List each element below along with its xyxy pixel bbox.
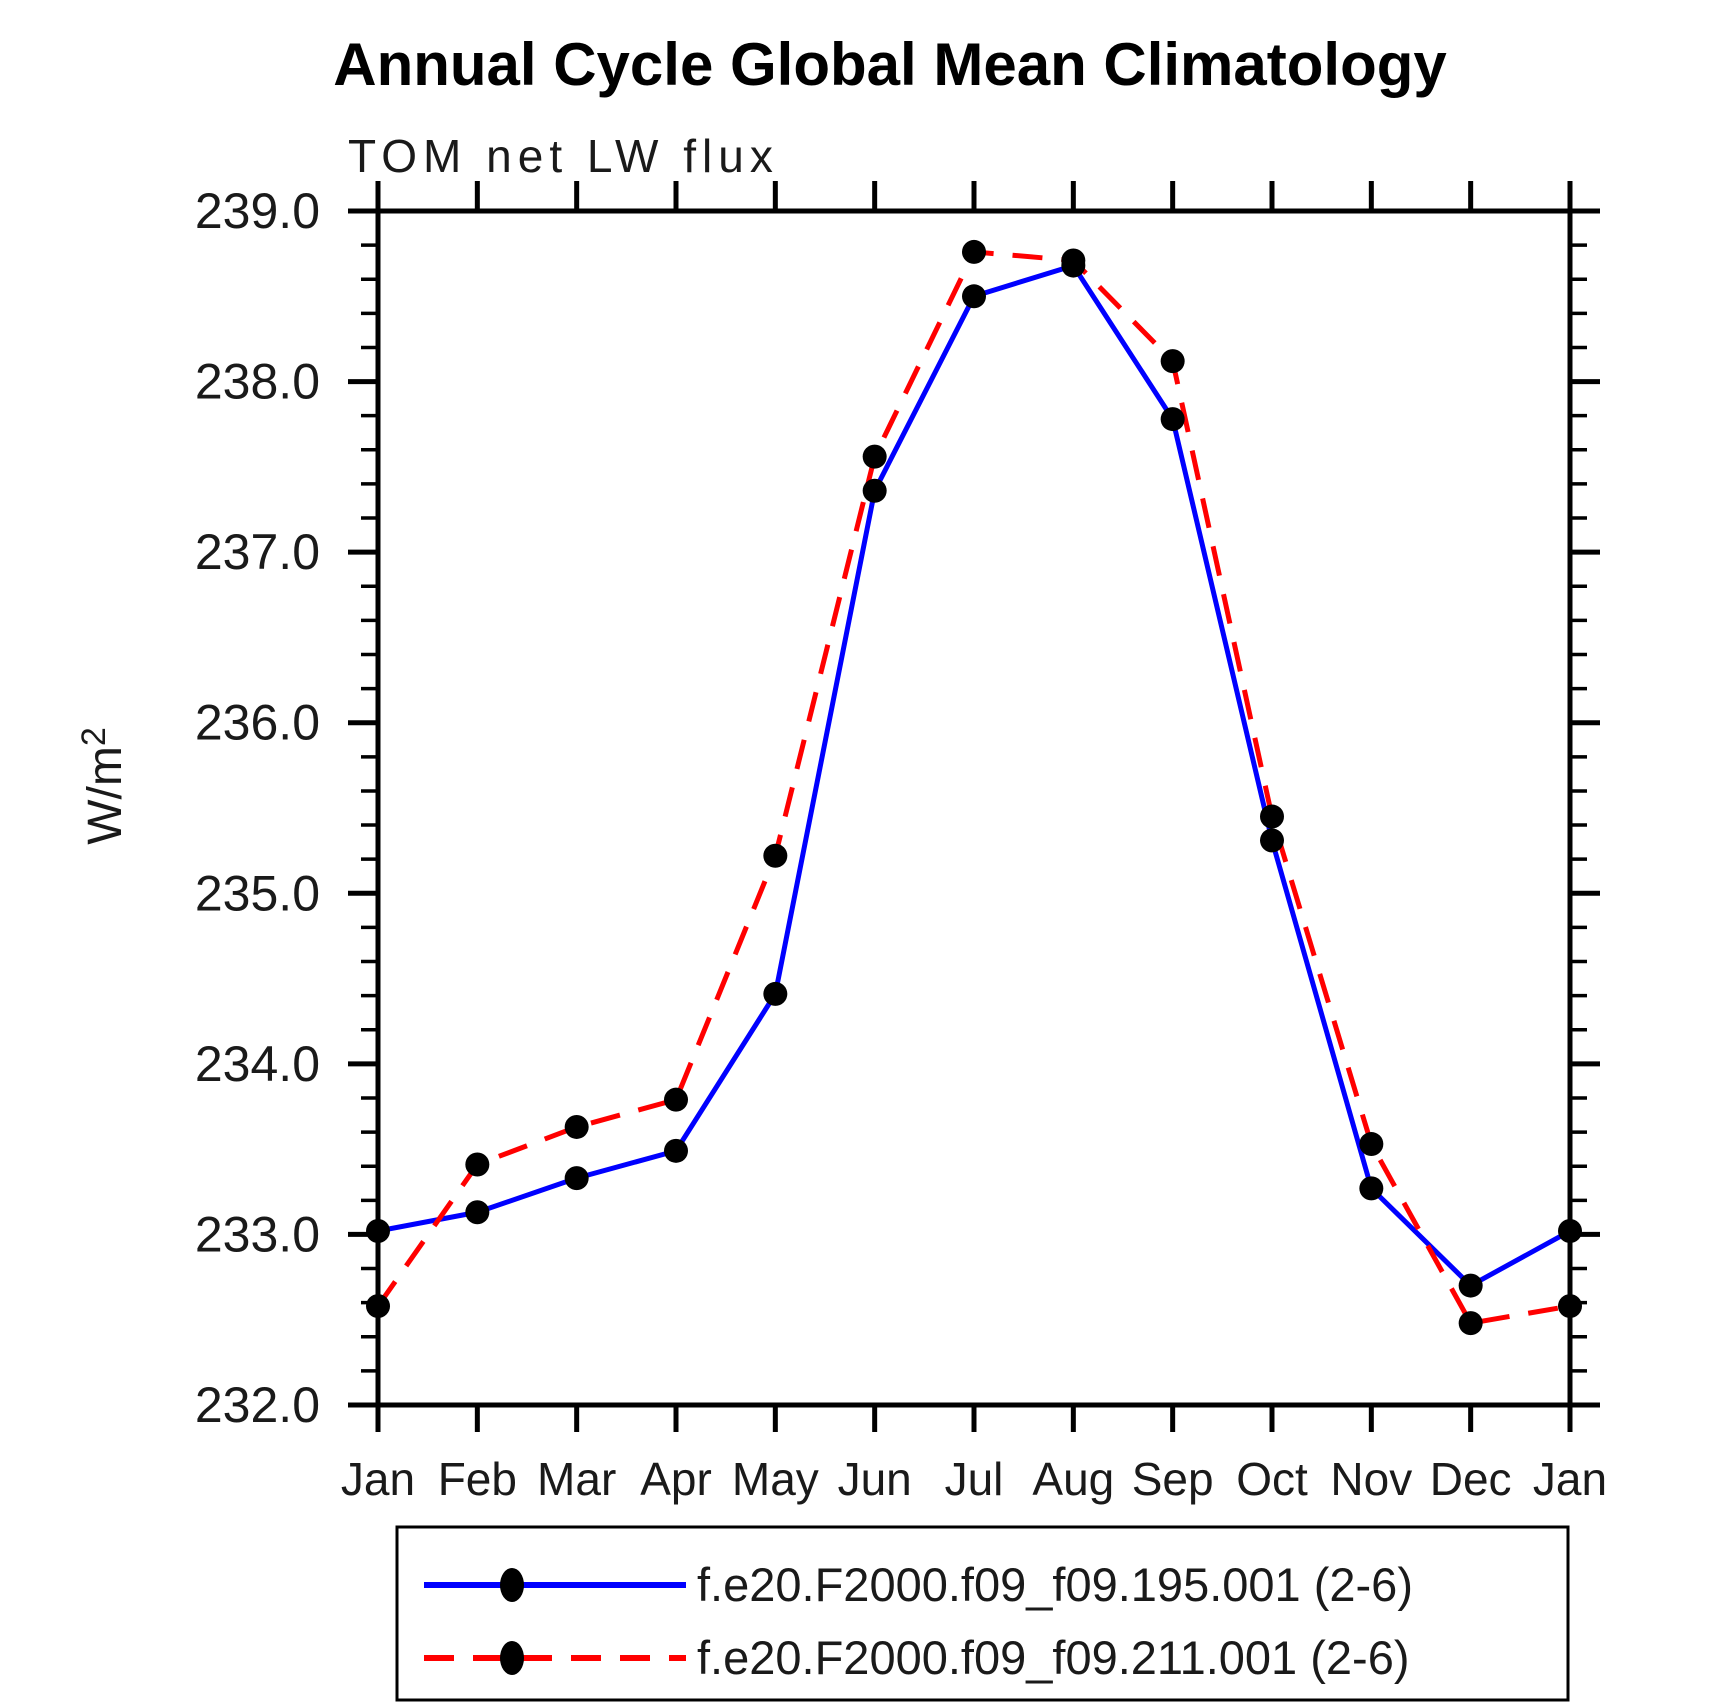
y-axis-label: W/m2 [75, 727, 132, 845]
legend-box [395, 1525, 1570, 1702]
data-markers [366, 239, 1582, 1336]
y-axis-label-superscript: 2 [75, 727, 113, 746]
chart-subtitle: TOM net LW flux [348, 130, 779, 182]
data-point-series-1 [1160, 349, 1185, 374]
x-tick-label: Nov [1330, 1453, 1412, 1505]
x-tick-label: Jul [945, 1453, 1004, 1505]
legend: f.e20.F2000.f09_f09.195.001 (2-6) f.e20.… [395, 1525, 1570, 1702]
plot-frame [375, 208, 1573, 1408]
series-line-1 [375, 249, 1571, 1326]
data-point-series-1 [763, 843, 788, 868]
data-point-series-0 [564, 1166, 589, 1191]
data-point-series-0 [962, 284, 986, 309]
legend-marker-icon [500, 1641, 524, 1675]
data-point-series-0 [862, 478, 887, 503]
data-point-series-0 [465, 1200, 490, 1225]
legend-label: f.e20.F2000.f09_f09.211.001 (2-6) [697, 1631, 1409, 1684]
y-tick-label: 234.0 [195, 1036, 320, 1092]
data-point-series-0 [1558, 1219, 1582, 1244]
x-tick-label: Jun [838, 1453, 912, 1505]
y-tick-label: 233.0 [195, 1206, 320, 1262]
chart-title: Annual Cycle Global Mean Climatology [333, 31, 1447, 98]
data-point-series-1 [1260, 804, 1284, 829]
data-point-series-0 [1458, 1273, 1483, 1298]
x-tick-label: Feb [438, 1453, 517, 1505]
y-tick-label: 232.0 [195, 1377, 320, 1433]
x-tick-label: Oct [1236, 1453, 1308, 1505]
data-point-series-1 [1558, 1294, 1582, 1319]
data-point-series-0 [664, 1138, 688, 1163]
data-point-series-0 [1359, 1176, 1384, 1201]
y-tick-label: 235.0 [195, 865, 320, 921]
data-point-series-1 [366, 1294, 390, 1319]
data-point-series-0 [1160, 407, 1185, 432]
y-tick-label: 236.0 [195, 695, 320, 751]
x-tick-label: Mar [537, 1453, 616, 1505]
data-point-series-0 [763, 981, 788, 1006]
data-point-series-0 [1260, 828, 1284, 853]
data-point-series-1 [564, 1114, 589, 1139]
data-point-series-1 [1359, 1132, 1384, 1157]
data-point-series-1 [465, 1152, 490, 1177]
y-tick-label: 237.0 [195, 524, 320, 580]
x-tick-label: Dec [1430, 1453, 1512, 1505]
x-tick-label: Jan [341, 1453, 415, 1505]
x-tick-label: Aug [1032, 1453, 1114, 1505]
x-tick-label: Sep [1132, 1453, 1214, 1505]
series-lines [375, 249, 1572, 1326]
y-tick-label: 239.0 [195, 183, 320, 239]
y-axis-label-base: W/m [79, 746, 132, 845]
x-tick-label: May [732, 1453, 819, 1505]
axes: 232.0 233.0 234.0 235.0 236.0 237.0 238.0 239.0… [195, 181, 1607, 1505]
data-point-series-0 [366, 1219, 390, 1244]
data-point-series-1 [1458, 1311, 1483, 1336]
data-point-series-1 [664, 1087, 688, 1112]
legend-marker-icon [500, 1568, 524, 1602]
y-tick-label: 238.0 [195, 354, 320, 410]
legend-item: f.e20.F2000.f09_f09.195.001 (2-6) [424, 1558, 1413, 1611]
x-tick-label: Apr [640, 1453, 712, 1505]
legend-item: f.e20.F2000.f09_f09.211.001 (2-6) [424, 1631, 1409, 1684]
data-point-series-1 [1061, 248, 1086, 273]
legend-label: f.e20.F2000.f09_f09.195.001 (2-6) [697, 1558, 1413, 1611]
data-point-series-1 [862, 444, 887, 469]
data-point-series-1 [962, 239, 986, 264]
x-tick-label: Jan [1533, 1453, 1607, 1505]
